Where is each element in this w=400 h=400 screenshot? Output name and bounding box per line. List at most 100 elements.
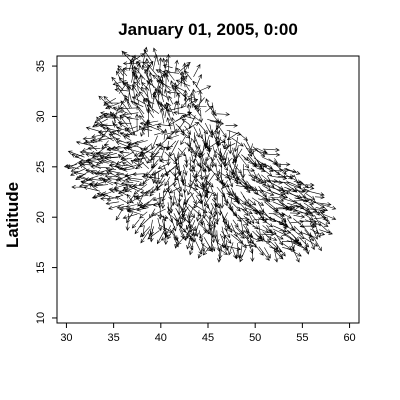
wind-arrow bbox=[184, 154, 189, 165]
wind-arrow bbox=[157, 163, 169, 169]
wind-arrow bbox=[167, 140, 177, 151]
wind-arrow bbox=[143, 49, 153, 64]
wind-arrow bbox=[313, 231, 326, 236]
wind-arrow bbox=[199, 163, 204, 181]
wind-arrow bbox=[303, 208, 315, 217]
wind-arrow bbox=[122, 135, 132, 141]
wind-arrow bbox=[139, 190, 154, 195]
wind-arrow bbox=[224, 158, 233, 167]
wind-arrow bbox=[242, 168, 255, 173]
wind-arrow bbox=[126, 141, 142, 149]
wind-arrow bbox=[83, 140, 98, 145]
wind-arrow bbox=[85, 168, 97, 173]
wind-arrow bbox=[112, 106, 129, 114]
wind-arrow bbox=[168, 169, 179, 181]
wind-arrow bbox=[127, 85, 132, 104]
wind-arrow bbox=[135, 162, 144, 170]
wind-arrow bbox=[200, 142, 205, 158]
wind-arrow bbox=[226, 132, 239, 141]
wind-arrow bbox=[248, 143, 253, 154]
wind-arrow bbox=[166, 152, 171, 166]
wind-arrow bbox=[208, 207, 213, 221]
wind-arrow bbox=[133, 101, 145, 115]
wind-arrow bbox=[222, 135, 227, 149]
y-tick-label: 30 bbox=[35, 110, 47, 122]
wind-arrow bbox=[152, 54, 158, 72]
wind-arrow bbox=[320, 203, 337, 210]
wind-arrow bbox=[155, 69, 169, 78]
wind-arrow bbox=[70, 164, 82, 172]
wind-arrow bbox=[245, 229, 254, 245]
wind-arrow bbox=[102, 126, 117, 131]
wind-arrow bbox=[318, 220, 329, 227]
wind-arrow bbox=[195, 195, 202, 205]
wind-arrow bbox=[312, 236, 322, 252]
wind-arrow bbox=[152, 47, 160, 66]
wind-arrow bbox=[263, 219, 274, 228]
wind-arrow bbox=[103, 97, 117, 106]
wind-arrow bbox=[188, 241, 194, 251]
wind-arrow bbox=[143, 98, 155, 105]
wind-arrow bbox=[240, 207, 249, 216]
wind-arrow bbox=[220, 195, 225, 209]
wind-arrow bbox=[164, 162, 179, 176]
wind-arrow bbox=[162, 215, 167, 233]
wind-arrow bbox=[305, 214, 314, 221]
wind-arrow bbox=[263, 169, 273, 177]
wind-arrow bbox=[220, 146, 228, 162]
wind-arrow bbox=[175, 100, 181, 115]
wind-arrow bbox=[181, 118, 190, 125]
wind-arrow bbox=[116, 84, 125, 97]
wind-arrow bbox=[152, 170, 157, 184]
wind-arrow bbox=[67, 150, 85, 158]
wind-arrow bbox=[250, 237, 261, 242]
wind-arrow bbox=[162, 70, 180, 75]
wind-arrow bbox=[298, 202, 310, 211]
wind-arrow bbox=[173, 110, 187, 115]
wind-arrow bbox=[226, 170, 234, 188]
wind-arrow bbox=[308, 236, 315, 251]
wind-arrow bbox=[230, 223, 238, 238]
wind-arrow bbox=[181, 130, 191, 139]
wind-arrow bbox=[256, 159, 265, 171]
wind-arrow bbox=[140, 228, 151, 244]
wind-arrow bbox=[187, 132, 192, 148]
wind-arrow bbox=[207, 161, 212, 173]
wind-arrow bbox=[220, 187, 228, 204]
wind-arrow bbox=[124, 184, 140, 192]
wind-arrow bbox=[189, 219, 196, 233]
wind-arrow bbox=[271, 180, 284, 185]
wind-arrow bbox=[81, 162, 96, 167]
wind-arrow bbox=[169, 140, 179, 157]
wind-arrow bbox=[273, 225, 288, 233]
wind-arrow bbox=[140, 123, 146, 137]
wind-arrow bbox=[250, 248, 255, 262]
wind-arrow bbox=[314, 195, 325, 200]
wind-arrow bbox=[202, 245, 211, 256]
wind-arrow bbox=[245, 225, 252, 238]
wind-arrow bbox=[190, 153, 195, 164]
wind-arrow bbox=[145, 186, 155, 196]
wind-arrow bbox=[131, 219, 140, 229]
wind-arrow bbox=[200, 207, 206, 225]
wind-arrow bbox=[258, 225, 263, 240]
wind-arrow bbox=[142, 176, 149, 186]
wind-arrow bbox=[154, 88, 160, 98]
wind-arrow bbox=[226, 185, 234, 197]
wind-arrow bbox=[142, 98, 148, 113]
wind-arrow bbox=[132, 84, 140, 97]
wind-arrow bbox=[195, 73, 202, 88]
wind-arrow bbox=[100, 177, 117, 185]
wind-arrow bbox=[156, 178, 166, 192]
wind-arrow bbox=[304, 192, 316, 200]
wind-arrow bbox=[120, 181, 134, 186]
wind-arrow bbox=[238, 240, 243, 259]
wind-arrow bbox=[121, 162, 138, 170]
wind-arrow bbox=[120, 151, 135, 159]
wind-arrow bbox=[279, 229, 292, 234]
wind-arrow bbox=[323, 214, 337, 221]
wind-arrow bbox=[138, 148, 153, 157]
wind-arrow bbox=[266, 224, 273, 235]
wind-arrow bbox=[175, 67, 187, 82]
